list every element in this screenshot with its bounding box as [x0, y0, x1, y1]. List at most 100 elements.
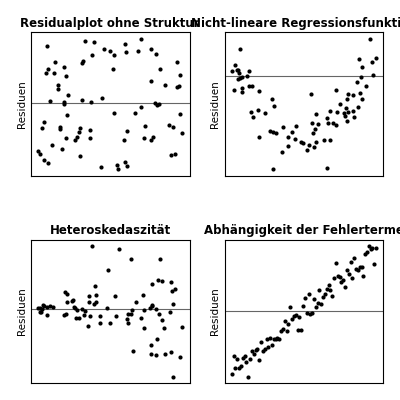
- Point: [168, 279, 174, 285]
- Point: [138, 104, 144, 110]
- Point: [148, 77, 154, 84]
- Point: [308, 120, 315, 126]
- Point: [59, 146, 66, 152]
- Point: [98, 164, 104, 170]
- Point: [123, 128, 130, 135]
- Point: [336, 274, 343, 280]
- Point: [305, 291, 312, 298]
- Point: [231, 86, 237, 93]
- Point: [148, 302, 155, 308]
- Point: [78, 306, 85, 312]
- Point: [130, 348, 136, 354]
- Point: [142, 123, 148, 129]
- Point: [37, 151, 44, 157]
- Y-axis label: Residuen: Residuen: [210, 288, 220, 336]
- Point: [263, 336, 270, 342]
- Point: [234, 75, 241, 82]
- Point: [292, 312, 299, 318]
- Point: [364, 248, 370, 255]
- Point: [248, 109, 254, 115]
- Point: [294, 326, 301, 333]
- Point: [355, 267, 361, 273]
- Y-axis label: Residuen: Residuen: [17, 288, 27, 336]
- Point: [331, 275, 337, 281]
- Point: [149, 303, 155, 309]
- Point: [285, 134, 292, 140]
- Point: [322, 291, 328, 298]
- Point: [81, 308, 88, 314]
- Point: [88, 243, 95, 250]
- Point: [104, 305, 110, 311]
- Point: [274, 334, 281, 341]
- Point: [367, 36, 374, 42]
- Point: [337, 101, 344, 107]
- Point: [45, 160, 52, 166]
- Point: [170, 124, 176, 130]
- Point: [77, 125, 83, 132]
- Point: [343, 104, 350, 111]
- Point: [354, 79, 360, 86]
- Point: [48, 142, 55, 148]
- Point: [249, 83, 255, 89]
- Point: [270, 166, 276, 172]
- Point: [79, 60, 85, 66]
- Point: [269, 342, 275, 348]
- Point: [360, 273, 366, 279]
- Point: [174, 59, 180, 66]
- Point: [156, 101, 162, 107]
- Point: [241, 353, 248, 360]
- Point: [148, 46, 154, 52]
- Point: [355, 104, 361, 111]
- Point: [236, 69, 242, 76]
- Point: [153, 351, 159, 358]
- Point: [302, 295, 308, 301]
- Point: [36, 309, 43, 315]
- Point: [179, 324, 186, 330]
- Point: [138, 36, 144, 42]
- Point: [172, 286, 178, 292]
- Point: [296, 314, 302, 320]
- Point: [61, 99, 68, 105]
- Point: [311, 143, 317, 150]
- Point: [279, 148, 285, 155]
- Point: [282, 318, 288, 324]
- Point: [148, 137, 154, 144]
- Point: [238, 363, 244, 369]
- Point: [45, 65, 51, 72]
- Point: [324, 115, 330, 121]
- Point: [52, 59, 58, 66]
- Point: [140, 292, 146, 299]
- Point: [324, 120, 331, 126]
- Point: [333, 86, 340, 93]
- Point: [101, 46, 108, 52]
- Point: [74, 307, 80, 313]
- Point: [333, 260, 339, 266]
- Point: [69, 297, 76, 303]
- Point: [177, 354, 184, 360]
- Point: [153, 306, 159, 312]
- Point: [272, 130, 279, 136]
- Point: [36, 305, 43, 311]
- Point: [172, 151, 178, 157]
- Point: [340, 276, 346, 283]
- Point: [250, 114, 256, 120]
- Point: [122, 158, 128, 165]
- Point: [313, 304, 319, 310]
- Point: [315, 121, 322, 127]
- Point: [124, 320, 131, 326]
- Point: [280, 124, 286, 130]
- Point: [304, 310, 310, 316]
- Point: [338, 279, 345, 285]
- Point: [358, 74, 364, 80]
- Point: [349, 274, 356, 281]
- Point: [371, 260, 378, 267]
- Point: [79, 97, 85, 104]
- Point: [291, 313, 297, 320]
- Point: [314, 300, 321, 307]
- Point: [321, 137, 328, 143]
- Point: [358, 264, 365, 270]
- Point: [271, 336, 277, 342]
- Point: [110, 66, 116, 73]
- Point: [129, 307, 135, 314]
- Point: [63, 135, 70, 141]
